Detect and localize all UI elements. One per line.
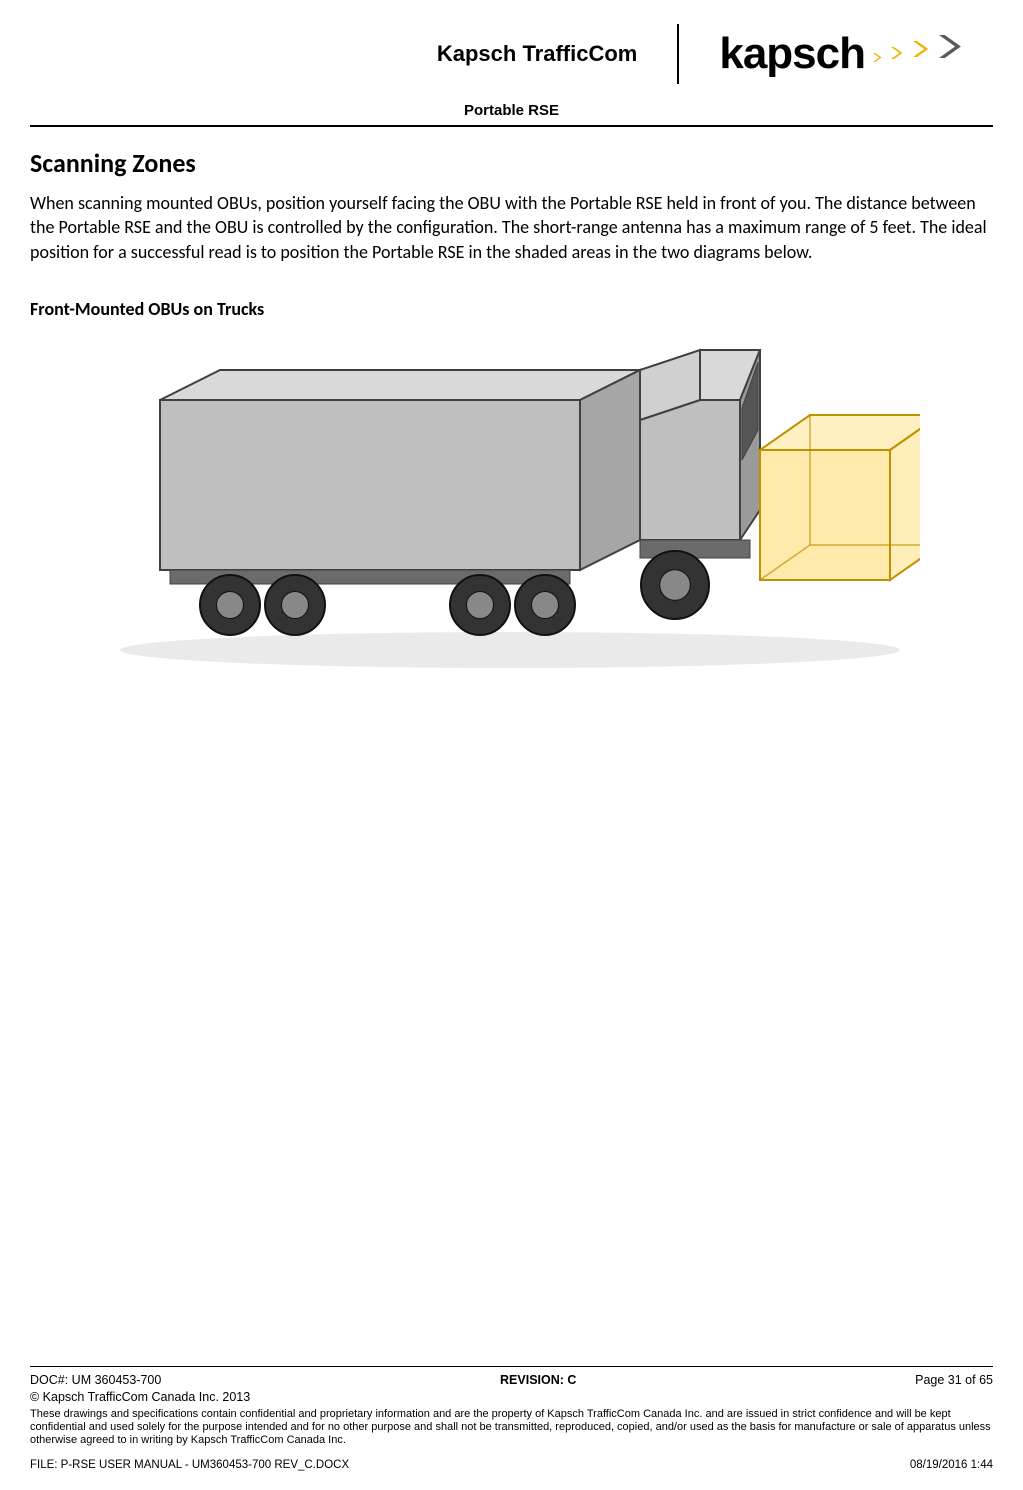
- footer-timestamp: 08/19/2016 1:44: [910, 1458, 993, 1472]
- footer-doc-number: DOC#: UM 360453-700: [30, 1373, 161, 1389]
- body-paragraph: When scanning mounted OBUs, position you…: [30, 191, 993, 264]
- content-area: Scanning Zones When scanning mounted OBU…: [30, 147, 993, 1366]
- header-rule: [30, 125, 993, 127]
- footer-revision: REVISION: C: [500, 1373, 576, 1389]
- header-divider: [677, 24, 679, 84]
- sub-heading: Front-Mounted OBUs on Trucks: [30, 298, 993, 320]
- footer-page: Page 31 of 65: [915, 1373, 993, 1389]
- footer-copyright: © Kapsch TrafficCom Canada Inc. 2013: [30, 1390, 993, 1406]
- logo: kapsch: [719, 29, 993, 79]
- logo-arrows-icon: [873, 33, 993, 76]
- section-heading: Scanning Zones: [30, 147, 993, 179]
- logo-text: kapsch: [719, 29, 865, 79]
- header-company: Kapsch TrafficCom: [437, 41, 638, 67]
- page-footer: DOC#: UM 360453-700 REVISION: C Page 31 …: [30, 1366, 993, 1490]
- truck-diagram: [100, 340, 920, 700]
- page-header: Kapsch TrafficCom kapsch: [30, 24, 993, 94]
- doc-subtitle: Portable RSE: [30, 94, 993, 125]
- footer-file: FILE: P-RSE USER MANUAL - UM360453-700 R…: [30, 1458, 349, 1472]
- footer-confidential: These drawings and specifications contai…: [30, 1408, 993, 1448]
